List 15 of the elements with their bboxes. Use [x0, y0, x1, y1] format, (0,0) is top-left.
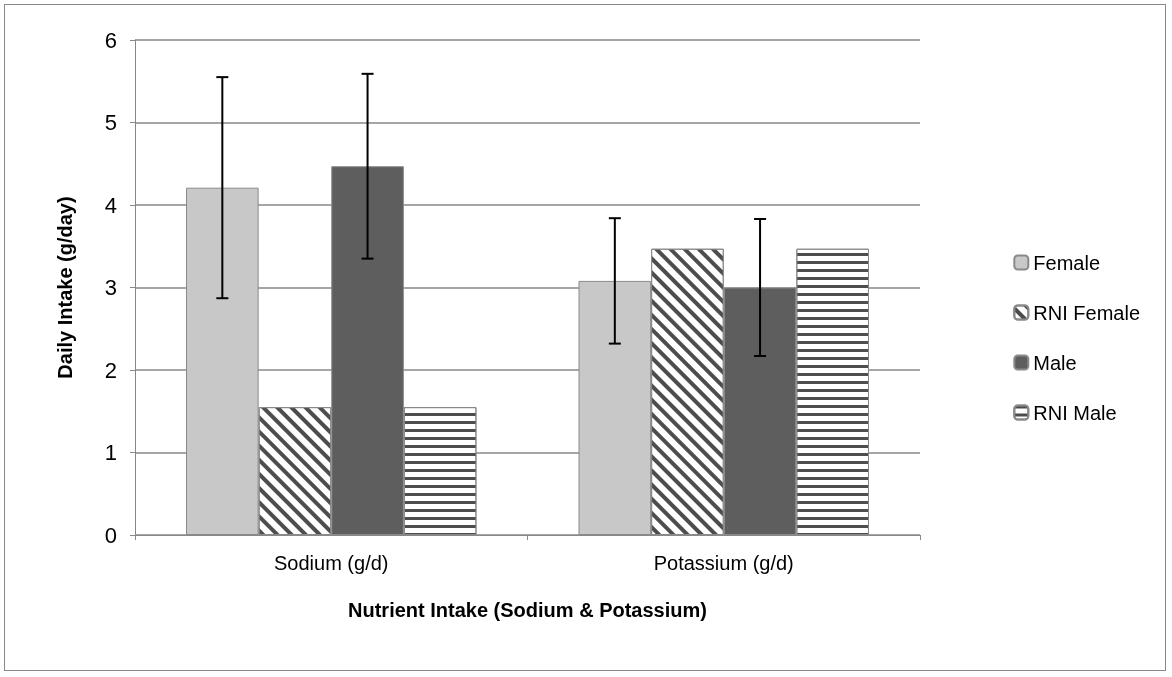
y-tick-label: 1 [104, 440, 117, 465]
y-tick-label: 5 [104, 110, 117, 135]
legend-label: RNI Male [1033, 401, 1117, 424]
x-tick-label: Sodium (g/d) [274, 552, 389, 574]
legend-label: RNI Female [1033, 301, 1141, 324]
y-tick-label: 6 [104, 27, 117, 53]
y-tick-label: 0 [104, 522, 117, 548]
y-tick-label: 4 [104, 192, 117, 218]
legend-label: Male [1033, 351, 1077, 374]
x-tick-label: Potassium (g/d) [653, 552, 794, 574]
y-tick-label: 3 [104, 275, 117, 300]
x-axis-title: Nutrient Intake (Sodium & Potassium) [348, 599, 707, 621]
y-axis-title: Daily Intake (g/day) [54, 196, 76, 379]
legend-label: Female [1033, 251, 1101, 274]
y-tick-label: 2 [104, 357, 117, 383]
